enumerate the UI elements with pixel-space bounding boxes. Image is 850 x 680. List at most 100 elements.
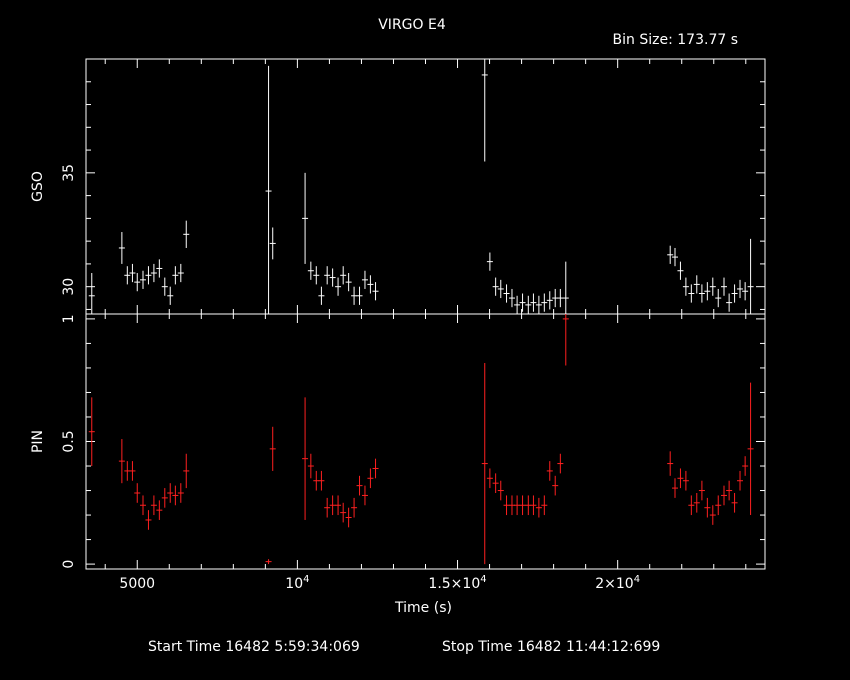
data-point — [88, 273, 95, 314]
data-point — [562, 261, 569, 314]
data-point — [345, 273, 352, 292]
data-point — [677, 468, 684, 489]
x-axis-label: Time (s) — [394, 600, 452, 616]
data-point — [183, 453, 190, 489]
data-point — [535, 295, 542, 314]
data-point — [497, 279, 504, 299]
data-point — [372, 282, 379, 301]
data-point — [481, 363, 488, 565]
data-point — [704, 282, 711, 301]
data-point — [329, 495, 336, 516]
bin-size-label: Bin Size: 173.77 s — [613, 32, 738, 48]
data-point — [313, 470, 320, 491]
data-point — [672, 478, 679, 498]
data-point — [508, 495, 515, 516]
data-point — [172, 485, 179, 506]
data-points — [88, 314, 754, 565]
data-point — [372, 458, 379, 479]
data-point — [721, 485, 728, 506]
data-point — [557, 453, 564, 474]
data-point — [530, 495, 537, 516]
data-point — [167, 483, 174, 503]
y-tick-label: 30 — [61, 278, 77, 296]
data-point — [737, 470, 744, 491]
data-point — [302, 397, 309, 520]
data-point — [672, 247, 679, 267]
data-point — [546, 291, 553, 310]
data-point — [747, 238, 754, 314]
data-point — [150, 263, 157, 283]
pin-panel: 0 0.5 1 PIN 5000 104 1.5×104 2×104 Time (s) — [30, 313, 766, 616]
data-point — [307, 453, 314, 479]
data-point — [693, 275, 700, 294]
data-point — [329, 268, 336, 287]
data-point — [265, 65, 272, 314]
data-point — [356, 286, 363, 305]
data-point — [492, 473, 499, 493]
data-point — [140, 270, 147, 289]
data-point — [269, 426, 276, 471]
data-point — [145, 266, 152, 285]
data-point — [129, 461, 136, 481]
data-point — [161, 277, 168, 296]
y-tick-label: 0.5 — [61, 430, 77, 452]
data-point — [698, 480, 705, 501]
data-point — [335, 277, 342, 296]
start-time-label: Start Time 16482 5:59:34:069 — [148, 639, 360, 655]
data-point — [562, 314, 569, 366]
data-point — [497, 480, 504, 501]
data-point — [172, 266, 179, 285]
data-point — [313, 266, 320, 285]
data-point — [535, 497, 542, 518]
data-point — [747, 382, 754, 516]
data-point — [351, 497, 358, 518]
data-point — [737, 279, 744, 299]
data-point — [519, 293, 526, 312]
data-point — [709, 277, 716, 296]
data-point — [361, 485, 368, 506]
data-point — [124, 266, 131, 285]
data-point — [693, 492, 700, 513]
data-point — [156, 500, 163, 520]
data-point — [726, 480, 733, 501]
data-point — [688, 495, 695, 516]
data-point — [552, 288, 559, 308]
y-tick-label: 0 — [61, 560, 77, 569]
data-point — [367, 275, 374, 294]
data-point — [721, 277, 728, 296]
x-tick-label: 2×104 — [595, 574, 640, 592]
gso-panel: 30 35 GSO — [30, 58, 766, 315]
data-point — [715, 495, 722, 516]
data-point — [530, 293, 537, 312]
data-point — [742, 282, 749, 301]
data-point — [156, 259, 163, 278]
data-point — [318, 286, 325, 305]
data-points — [88, 59, 754, 314]
data-point — [307, 261, 314, 280]
data-point — [486, 252, 493, 271]
data-point — [150, 495, 157, 516]
data-point — [367, 468, 374, 489]
data-point — [508, 288, 515, 308]
data-point — [324, 497, 331, 518]
data-point — [269, 227, 276, 260]
data-point — [503, 284, 510, 303]
data-point — [552, 475, 559, 496]
chart-title: VIRGO E4 — [378, 17, 446, 33]
y-axis-label: GSO — [30, 171, 46, 202]
data-point — [129, 263, 136, 283]
data-point — [503, 495, 510, 516]
data-point — [167, 286, 174, 305]
stop-time-label: Stop Time 16482 11:44:12:699 — [442, 639, 660, 655]
data-point — [177, 483, 184, 503]
data-point — [541, 293, 548, 312]
data-point — [709, 505, 716, 525]
data-point — [340, 266, 347, 285]
data-point — [118, 439, 125, 484]
data-point — [519, 495, 526, 516]
data-point — [546, 461, 553, 481]
data-point — [731, 492, 738, 513]
data-point — [177, 263, 184, 283]
data-point — [340, 502, 347, 523]
